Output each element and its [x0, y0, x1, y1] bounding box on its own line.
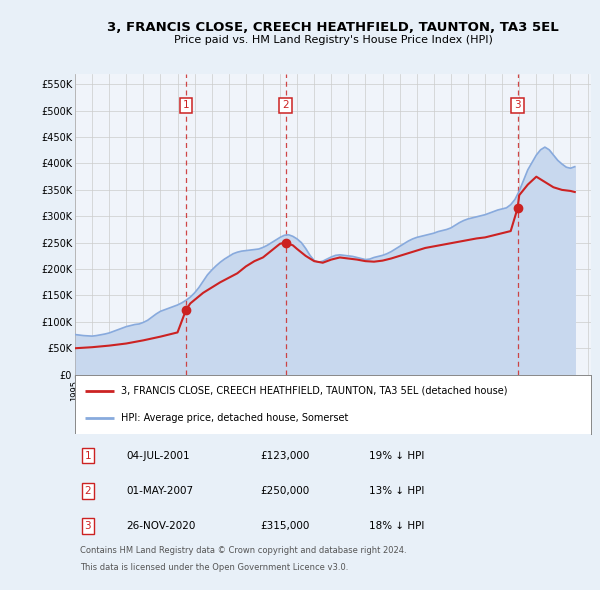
Text: HPI: Average price, detached house, Somerset: HPI: Average price, detached house, Some… [121, 413, 349, 423]
Text: 04-JUL-2001: 04-JUL-2001 [127, 451, 190, 461]
Text: 3: 3 [514, 100, 521, 110]
Text: 1: 1 [85, 451, 91, 461]
Text: 13% ↓ HPI: 13% ↓ HPI [369, 486, 424, 496]
Text: Contains HM Land Registry data © Crown copyright and database right 2024.: Contains HM Land Registry data © Crown c… [80, 546, 407, 555]
Text: £315,000: £315,000 [261, 521, 310, 531]
Text: Price paid vs. HM Land Registry's House Price Index (HPI): Price paid vs. HM Land Registry's House … [173, 35, 493, 45]
Text: 26-NOV-2020: 26-NOV-2020 [127, 521, 196, 531]
Text: £250,000: £250,000 [261, 486, 310, 496]
Text: 3, FRANCIS CLOSE, CREECH HEATHFIELD, TAUNTON, TA3 5EL: 3, FRANCIS CLOSE, CREECH HEATHFIELD, TAU… [107, 21, 559, 34]
Text: 1: 1 [183, 100, 190, 110]
Text: 2: 2 [283, 100, 289, 110]
Text: 01-MAY-2007: 01-MAY-2007 [127, 486, 194, 496]
Text: This data is licensed under the Open Government Licence v3.0.: This data is licensed under the Open Gov… [80, 563, 349, 572]
Text: 19% ↓ HPI: 19% ↓ HPI [369, 451, 424, 461]
Text: 2: 2 [85, 486, 91, 496]
Text: 3: 3 [85, 521, 91, 531]
Text: £123,000: £123,000 [261, 451, 310, 461]
Text: 3, FRANCIS CLOSE, CREECH HEATHFIELD, TAUNTON, TA3 5EL (detached house): 3, FRANCIS CLOSE, CREECH HEATHFIELD, TAU… [121, 386, 508, 396]
Text: 18% ↓ HPI: 18% ↓ HPI [369, 521, 424, 531]
